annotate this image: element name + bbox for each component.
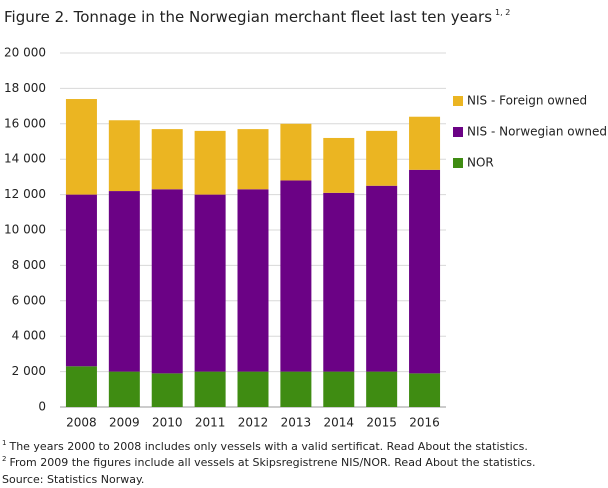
x-tick-label: 2014 <box>324 416 355 430</box>
bar-segment <box>366 185 398 372</box>
title-text: Figure 2. Tonnage in the Norwegian merch… <box>4 8 492 26</box>
bar-segment <box>65 99 97 195</box>
bar-segment <box>323 137 355 193</box>
bar-segment <box>409 373 441 407</box>
bar-segment <box>108 191 140 372</box>
legend-swatch <box>453 158 463 168</box>
y-tick-label: 16 000 <box>4 116 46 130</box>
y-tick-label: 12 000 <box>4 187 46 201</box>
y-tick-label: 0 <box>38 400 46 414</box>
bar-segment <box>280 123 312 181</box>
bar-segment <box>151 373 183 407</box>
y-tick-label: 18 000 <box>4 81 46 95</box>
bar-segment <box>151 129 183 190</box>
y-tick-label: 14 000 <box>4 152 46 166</box>
source: Source: Statistics Norway. <box>2 473 144 486</box>
bar-segment <box>280 371 312 407</box>
bar-segment <box>409 116 441 170</box>
bar-segment <box>194 371 226 407</box>
y-tick-label: 10 000 <box>4 223 46 237</box>
legend-label: NIS - Norwegian owned <box>467 125 607 139</box>
x-tick-label: 2008 <box>66 416 97 430</box>
bar-segment <box>237 189 269 372</box>
legend-label: NOR <box>467 156 494 170</box>
x-tick-label: 2016 <box>409 416 440 430</box>
title-superscript: 1, 2 <box>495 8 510 17</box>
bar-segment <box>65 194 97 367</box>
footnote-marker: 1 <box>2 439 6 447</box>
legend-swatch <box>453 127 463 137</box>
bar-segment <box>323 192 355 372</box>
x-tick-label: 2010 <box>152 416 183 430</box>
bar-segment <box>323 371 355 407</box>
footnote-text: From 2009 the figures include all vessel… <box>9 456 535 469</box>
footnote: 1 The years 2000 to 2008 includes only ve… <box>2 439 528 453</box>
x-tick-label: 2012 <box>238 416 269 430</box>
bar-segment <box>237 129 269 190</box>
bar-segment <box>280 180 312 372</box>
y-tick-label: 8 000 <box>12 258 46 272</box>
chart-title: Figure 2. Tonnage in the Norwegian merch… <box>4 8 510 26</box>
footnote: 2 From 2009 the figures include all vesse… <box>2 455 536 469</box>
y-tick-label: 6 000 <box>12 293 46 307</box>
bar-segment <box>108 120 140 192</box>
bar-segment <box>194 194 226 372</box>
bar-segment <box>366 130 398 186</box>
y-tick-label: 20 000 <box>4 46 46 60</box>
bar-segment <box>237 371 269 407</box>
bar-segment <box>108 371 140 407</box>
bar-segment <box>65 366 97 407</box>
footnote-text: The years 2000 to 2008 includes only ves… <box>8 440 527 453</box>
footnote-marker: 2 <box>2 455 6 463</box>
x-tick-label: 2009 <box>109 416 140 430</box>
y-tick-label: 4 000 <box>12 329 46 343</box>
y-tick-label: 2 000 <box>12 364 46 378</box>
bar-segment <box>194 130 226 195</box>
legend-swatch <box>453 96 463 106</box>
x-tick-label: 2011 <box>195 416 226 430</box>
legend-label: NIS - Foreign owned <box>467 94 587 108</box>
x-tick-label: 2015 <box>366 416 397 430</box>
bar-segment <box>151 189 183 374</box>
bar-segment <box>366 371 398 407</box>
x-tick-label: 2013 <box>281 416 312 430</box>
bar-segment <box>409 169 441 374</box>
